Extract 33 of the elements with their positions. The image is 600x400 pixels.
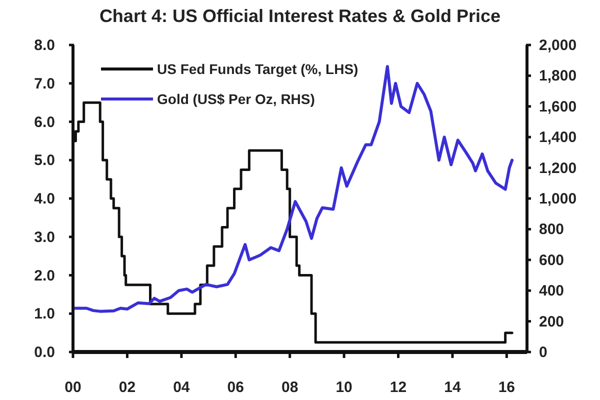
x-tick-label: 06 xyxy=(227,379,244,396)
y-tick-label: 2.0 xyxy=(34,267,55,284)
chart-title: Chart 4: US Official Interest Rates & Gold Price xyxy=(99,6,501,26)
x-tick-label: 08 xyxy=(281,379,298,396)
y2-tick-label: 1,400 xyxy=(539,129,577,146)
y-tick-label: 5.0 xyxy=(34,152,55,170)
y2-tick-label: 1,600 xyxy=(539,98,577,116)
x-tick-label: 02 xyxy=(118,379,136,396)
x-tick-label: 14 xyxy=(444,379,462,396)
y2-tick-label: 1,800 xyxy=(539,68,577,85)
y-tick-label: 8.0 xyxy=(34,37,55,54)
legend-label: Gold (US$ Per Oz, RHS) xyxy=(157,91,315,107)
y2-tick-label: 200 xyxy=(539,313,564,330)
legend-label: US Fed Funds Target (%, LHS) xyxy=(157,61,358,77)
x-tick-label: 12 xyxy=(390,379,407,396)
x-tick-label: 16 xyxy=(498,379,516,396)
y-tick-label: 7.0 xyxy=(34,75,55,92)
x-tick-label: 10 xyxy=(336,379,352,396)
y-tick-label: 4.0 xyxy=(34,190,55,208)
x-tick-label: 00 xyxy=(64,379,82,396)
y2-tick-label: 800 xyxy=(539,221,564,238)
y2-tick-label: 1,200 xyxy=(539,160,577,177)
y2-tick-label: 0 xyxy=(539,344,548,361)
y-tick-label: 0.0 xyxy=(34,344,55,361)
y2-tick-label: 400 xyxy=(539,282,564,300)
y-tick-label: 1.0 xyxy=(34,306,55,323)
y2-tick-label: 1,000 xyxy=(539,190,577,208)
y-tick-label: 6.0 xyxy=(34,114,55,131)
x-tick-label: 04 xyxy=(173,379,190,396)
line-series xyxy=(72,64,514,313)
y2-tick-label: 600 xyxy=(539,252,564,269)
y-tick-label: 3.0 xyxy=(34,228,55,246)
y2-tick-label: 2,000 xyxy=(539,37,577,54)
